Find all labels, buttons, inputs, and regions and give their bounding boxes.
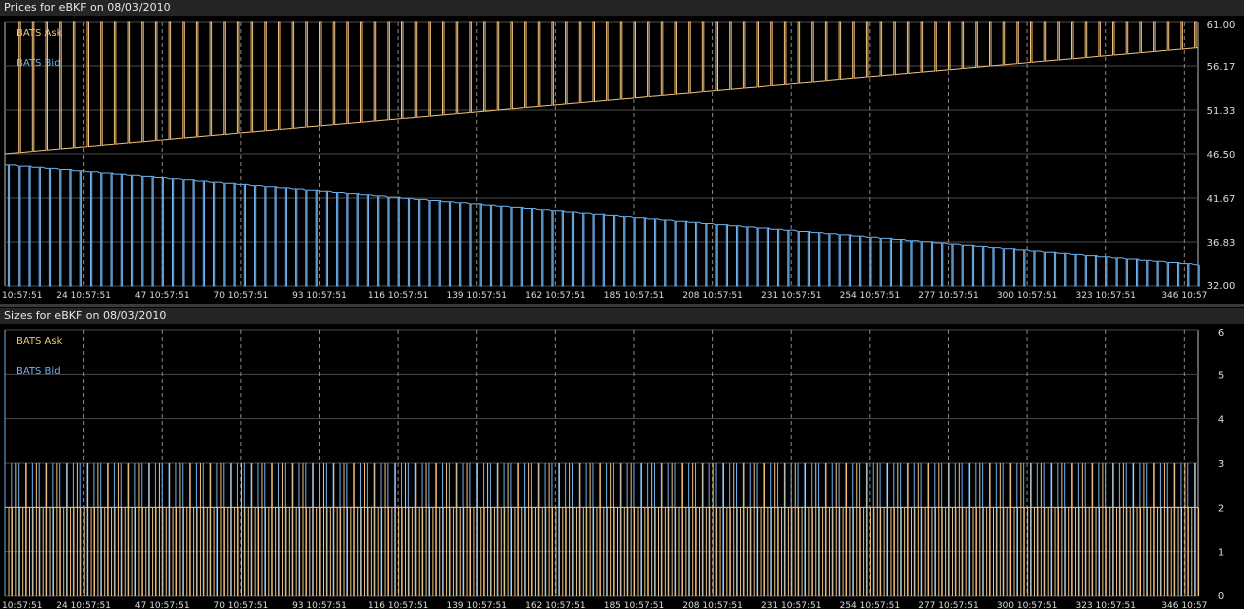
x-tick-label: 116 10:57:51 xyxy=(368,601,428,609)
x-tick-label: 346 10:57 xyxy=(1161,291,1207,301)
x-tick-label: 47 10:57:51 xyxy=(135,291,190,301)
prices-panel: Prices for eBKF on 08/03/2010 61.00 56.17… xyxy=(0,0,1244,304)
y-tick-label: 4 xyxy=(1218,415,1224,426)
y-tick-label: 51.33 xyxy=(1207,106,1236,117)
x-tick-label: 70 10:57:51 xyxy=(213,601,268,609)
legend-bats-bid: BATS Bid xyxy=(16,58,61,69)
x-tick-label: 231 10:57:51 xyxy=(761,291,821,301)
x-tick-label: 323 10:57:51 xyxy=(1075,291,1135,301)
sizes-title: Sizes for eBKF on 08/03/2010 xyxy=(0,308,1244,324)
y-tick-label: 3 xyxy=(1218,459,1224,470)
x-tick-label: 10:57:51 xyxy=(2,601,42,609)
series-line-bats-ask xyxy=(4,21,1199,155)
panel-divider xyxy=(0,304,1244,307)
y-tick-label: 41.67 xyxy=(1207,194,1236,205)
x-tick-label: 70 10:57:51 xyxy=(213,291,268,301)
x-tick-label: 208 10:57:51 xyxy=(682,291,742,301)
x-tick-label: 185 10:57:51 xyxy=(604,601,664,609)
y-tick-label: 32.00 xyxy=(1207,281,1236,292)
x-tick-label: 24 10:57:51 xyxy=(56,601,111,609)
sizes-chart: 6 5 4 3 2 1 0 10:57:51 24 10:57:51 47 10:57:51 70 … xyxy=(2,328,1224,609)
x-tick-label: 162 10:57:51 xyxy=(525,291,585,301)
y-tick-label: 61.00 xyxy=(1207,20,1236,31)
legend-bats-bid: BATS Bid xyxy=(16,366,61,377)
x-tick-label: 139 10:57:51 xyxy=(446,291,506,301)
x-tick-label: 277 10:57:51 xyxy=(918,601,978,609)
x-tick-label: 254 10:57:51 xyxy=(840,291,900,301)
x-tick-label: 47 10:57:51 xyxy=(135,601,190,609)
prices-chart: 61.00 56.17 51.33 46.50 41.67 36.83 32.00 10:57… xyxy=(2,20,1236,301)
legend-bats-ask: BATS Ask xyxy=(16,28,63,39)
x-tick-label: 277 10:57:51 xyxy=(918,291,978,301)
x-tick-label: 162 10:57:51 xyxy=(525,601,585,609)
x-tick-label: 300 10:57:51 xyxy=(997,601,1057,609)
x-tick-label: 185 10:57:51 xyxy=(604,291,664,301)
x-tick-label: 346 10:57 xyxy=(1161,601,1207,609)
x-tick-label: 24 10:57:51 xyxy=(56,291,111,301)
x-tick-label: 323 10:57:51 xyxy=(1075,601,1135,609)
sizes-panel: Sizes for eBKF on 08/03/2010 6 5 4 3 2 1 0 10:5… xyxy=(0,308,1244,609)
x-tick-label: 10:57:51 xyxy=(2,291,42,301)
prices-title: Prices for eBKF on 08/03/2010 xyxy=(0,0,1244,16)
x-tick-label: 93 10:57:51 xyxy=(292,291,347,301)
x-tick-label: 93 10:57:51 xyxy=(292,601,347,609)
y-tick-label: 46.50 xyxy=(1207,150,1236,161)
legend-bats-ask: BATS Ask xyxy=(16,336,63,347)
y-tick-label: 1 xyxy=(1218,548,1224,559)
x-tick-label: 254 10:57:51 xyxy=(840,601,900,609)
y-tick-label: 56.17 xyxy=(1207,62,1236,73)
x-tick-label: 300 10:57:51 xyxy=(997,291,1057,301)
x-tick-label: 208 10:57:51 xyxy=(682,601,742,609)
y-tick-label: 2 xyxy=(1218,503,1224,514)
y-tick-label: 5 xyxy=(1218,370,1224,381)
y-tick-label: 36.83 xyxy=(1207,238,1236,249)
x-tick-label: 139 10:57:51 xyxy=(446,601,506,609)
series-line-bats-bid xyxy=(5,164,1200,287)
y-tick-label: 6 xyxy=(1218,328,1224,339)
y-tick-label: 0 xyxy=(1218,591,1224,602)
x-tick-label: 231 10:57:51 xyxy=(761,601,821,609)
x-tick-label: 116 10:57:51 xyxy=(368,291,428,301)
